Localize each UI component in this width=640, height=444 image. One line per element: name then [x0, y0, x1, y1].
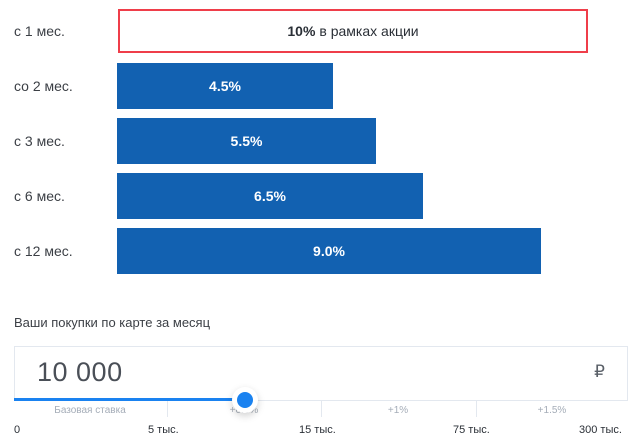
segment-divider	[476, 401, 477, 417]
period-label-1: с 1 мес.	[14, 23, 65, 39]
rate-bar-6-months: 6.5%	[117, 173, 423, 219]
slider-thumb[interactable]	[232, 387, 258, 413]
promo-rate-text: в рамках акции	[319, 23, 419, 39]
tick-label-5k: 5 тыс.	[148, 424, 179, 436]
segment-label-one-half: +1.5%	[537, 405, 567, 416]
tick-label-300k: 300 тыс.	[579, 424, 622, 436]
period-label-3: с 3 мес.	[14, 133, 65, 149]
tick-label-0: 0	[14, 424, 21, 436]
rate-value: 9.0%	[313, 243, 345, 259]
rate-value: 6.5%	[254, 188, 286, 204]
rate-value: 5.5%	[230, 133, 263, 149]
tick-label-75k: 75 тыс.	[453, 424, 490, 436]
segment-label-base: Базовая ставка	[54, 405, 126, 416]
rate-bar-2-months: 4.5%	[117, 63, 333, 109]
purchases-input[interactable]: 10 000 ₽	[14, 346, 628, 401]
segment-divider	[167, 401, 168, 417]
rate-value: 4.5%	[209, 78, 241, 94]
tick-label-15k: 15 тыс.	[299, 424, 336, 436]
ruble-icon: ₽	[594, 362, 605, 381]
segment-label-one: +1%	[387, 405, 409, 416]
period-label-12: с 12 мес.	[14, 243, 73, 259]
slider-track-fill[interactable]	[14, 398, 245, 401]
purchases-value[interactable]: 10 000	[37, 357, 123, 387]
promo-rate-box: 10% в рамках акции	[118, 9, 588, 53]
segment-divider	[321, 401, 322, 417]
period-label-2: со 2 мес.	[14, 78, 73, 94]
purchases-label: Ваши покупки по карте за месяц	[14, 315, 211, 330]
rate-bar-12-months: 9.0%	[117, 228, 541, 274]
rate-bar-3-months: 5.5%	[117, 118, 376, 164]
slider-thumb-dot	[237, 392, 253, 408]
promo-rate-value: 10%	[287, 23, 316, 39]
period-label-6: с 6 мес.	[14, 188, 65, 204]
